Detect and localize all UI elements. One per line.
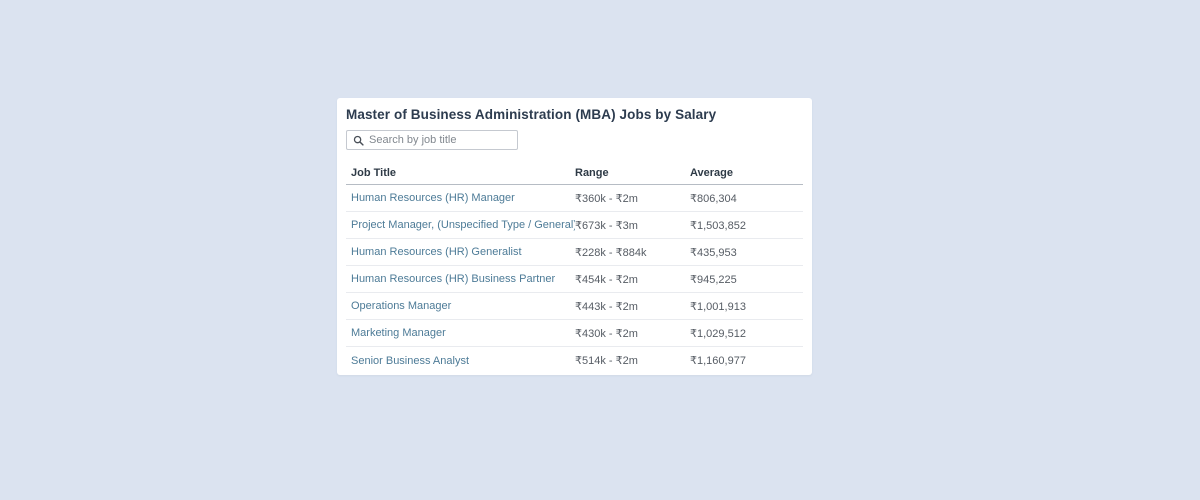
salary-average-value: ₹1,001,913	[690, 300, 746, 313]
job-title-link[interactable]: Human Resources (HR) Business Partner	[351, 273, 556, 285]
job-title-link[interactable]: Operations Manager	[351, 300, 452, 312]
column-header-job-title: Job Title	[351, 167, 397, 179]
table-row: Human Resources (HR) Generalist ₹228k - …	[346, 239, 803, 266]
salary-range-value: ₹443k - ₹2m	[575, 300, 638, 313]
table-row: Operations Manager ₹443k - ₹2m ₹1,001,91…	[346, 293, 803, 320]
job-title-link[interactable]: Marketing Manager	[351, 327, 446, 339]
column-header-range: Range	[575, 167, 609, 179]
salary-range-value: ₹430k - ₹2m	[575, 327, 638, 340]
salary-range-value: ₹360k - ₹2m	[575, 192, 638, 205]
column-header-average: Average	[690, 167, 734, 179]
job-title-link[interactable]: Project Manager, (Unspecified Type / Gen…	[351, 219, 575, 231]
salary-average-value: ₹945,225	[690, 273, 737, 286]
table-header-row: Job Title Range Average	[346, 150, 803, 185]
search-input[interactable]	[369, 134, 511, 146]
table-row: Senior Business Analyst ₹514k - ₹2m ₹1,1…	[346, 347, 803, 374]
salary-card: Master of Business Administration (MBA) …	[337, 98, 812, 375]
table-row: Human Resources (HR) Business Partner ₹4…	[346, 266, 803, 293]
salary-average-value: ₹435,953	[690, 246, 737, 259]
search-box[interactable]	[346, 130, 518, 150]
salary-range-value: ₹673k - ₹3m	[575, 219, 638, 232]
salary-range-value: ₹514k - ₹2m	[575, 355, 638, 367]
salary-average-value: ₹1,503,852	[690, 219, 746, 232]
salary-average-value: ₹1,029,512	[690, 327, 746, 340]
salary-average-value: ₹1,160,977	[690, 355, 746, 367]
salary-range-value: ₹454k - ₹2m	[575, 273, 638, 286]
table-body: Human Resources (HR) Manager ₹360k - ₹2m…	[346, 185, 803, 374]
salary-average-value: ₹806,304	[690, 192, 737, 205]
job-title-link[interactable]: Human Resources (HR) Generalist	[351, 246, 522, 258]
table-row: Human Resources (HR) Manager ₹360k - ₹2m…	[346, 185, 803, 212]
table-row: Project Manager, (Unspecified Type / Gen…	[346, 212, 803, 239]
search-icon	[353, 135, 364, 146]
page-title: Master of Business Administration (MBA) …	[346, 107, 717, 122]
salary-table: Job Title Range Average Human Resources …	[346, 150, 803, 374]
salary-range-value: ₹228k - ₹884k	[575, 246, 647, 259]
table-row: Marketing Manager ₹430k - ₹2m ₹1,029,512	[346, 320, 803, 347]
job-title-link[interactable]: Human Resources (HR) Manager	[351, 192, 515, 204]
job-title-link[interactable]: Senior Business Analyst	[351, 354, 470, 367]
